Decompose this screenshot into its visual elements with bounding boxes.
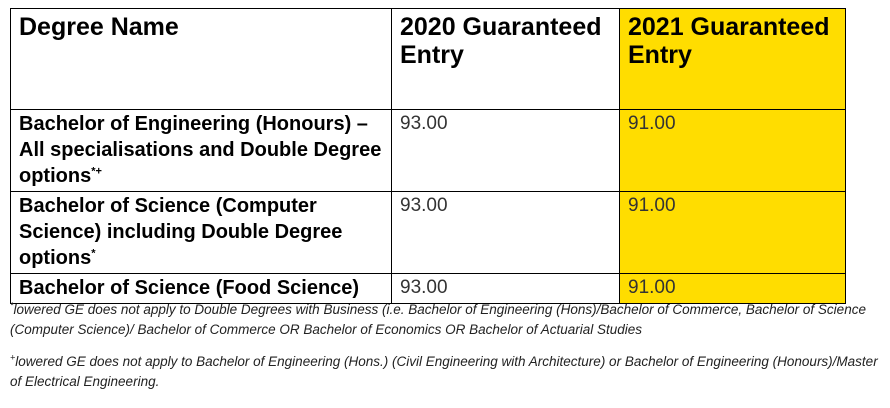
footnote-symbol: + [10, 352, 16, 363]
footnote-text: lowered GE does not apply to Double Degr… [10, 302, 866, 337]
table-row: Bachelor of Science (Computer Science) i… [10, 191, 846, 274]
footnote-marker: * [91, 247, 96, 260]
footnote-marker: *+ [91, 165, 102, 178]
footnote-plus: +lowered GE does not apply to Bachelor o… [10, 352, 880, 392]
table-row: Bachelor of Science (Food Science) 93.00… [10, 273, 846, 304]
footnotes: *lowered GE does not apply to Double Deg… [10, 300, 880, 392]
footnote-symbol: * [10, 300, 14, 311]
footnote-text: lowered GE does not apply to Bachelor of… [10, 354, 878, 389]
degree-cell: Bachelor of Engineering (Honours) – All … [10, 109, 392, 192]
footnote-asterisk: *lowered GE does not apply to Double Deg… [10, 300, 880, 340]
header-2021-guaranteed-entry: 2021 Guaranteed Entry [619, 8, 846, 110]
degree-name: Bachelor of Science (Food Science) [19, 277, 360, 299]
value-2020-cell: 93.00 [391, 109, 620, 192]
degree-name: Bachelor of Science (Computer Science) i… [19, 195, 343, 269]
value-2021-cell: 91.00 [619, 109, 846, 192]
value-2021-cell: 91.00 [619, 191, 846, 274]
header-degree-name: Degree Name [10, 8, 392, 110]
degree-cell: Bachelor of Science (Computer Science) i… [10, 191, 392, 274]
guaranteed-entry-table: Degree Name 2020 Guaranteed Entry 2021 G… [10, 8, 846, 304]
value-2021-cell: 91.00 [619, 273, 846, 304]
header-2020-guaranteed-entry: 2020 Guaranteed Entry [391, 8, 620, 110]
degree-name: Bachelor of Engineering (Honours) – All … [19, 113, 382, 187]
value-2020-cell: 93.00 [391, 273, 620, 304]
table-header-row: Degree Name 2020 Guaranteed Entry 2021 G… [10, 8, 846, 110]
degree-cell: Bachelor of Science (Food Science) [10, 273, 392, 304]
table-row: Bachelor of Engineering (Honours) – All … [10, 109, 846, 192]
value-2020-cell: 93.00 [391, 191, 620, 274]
